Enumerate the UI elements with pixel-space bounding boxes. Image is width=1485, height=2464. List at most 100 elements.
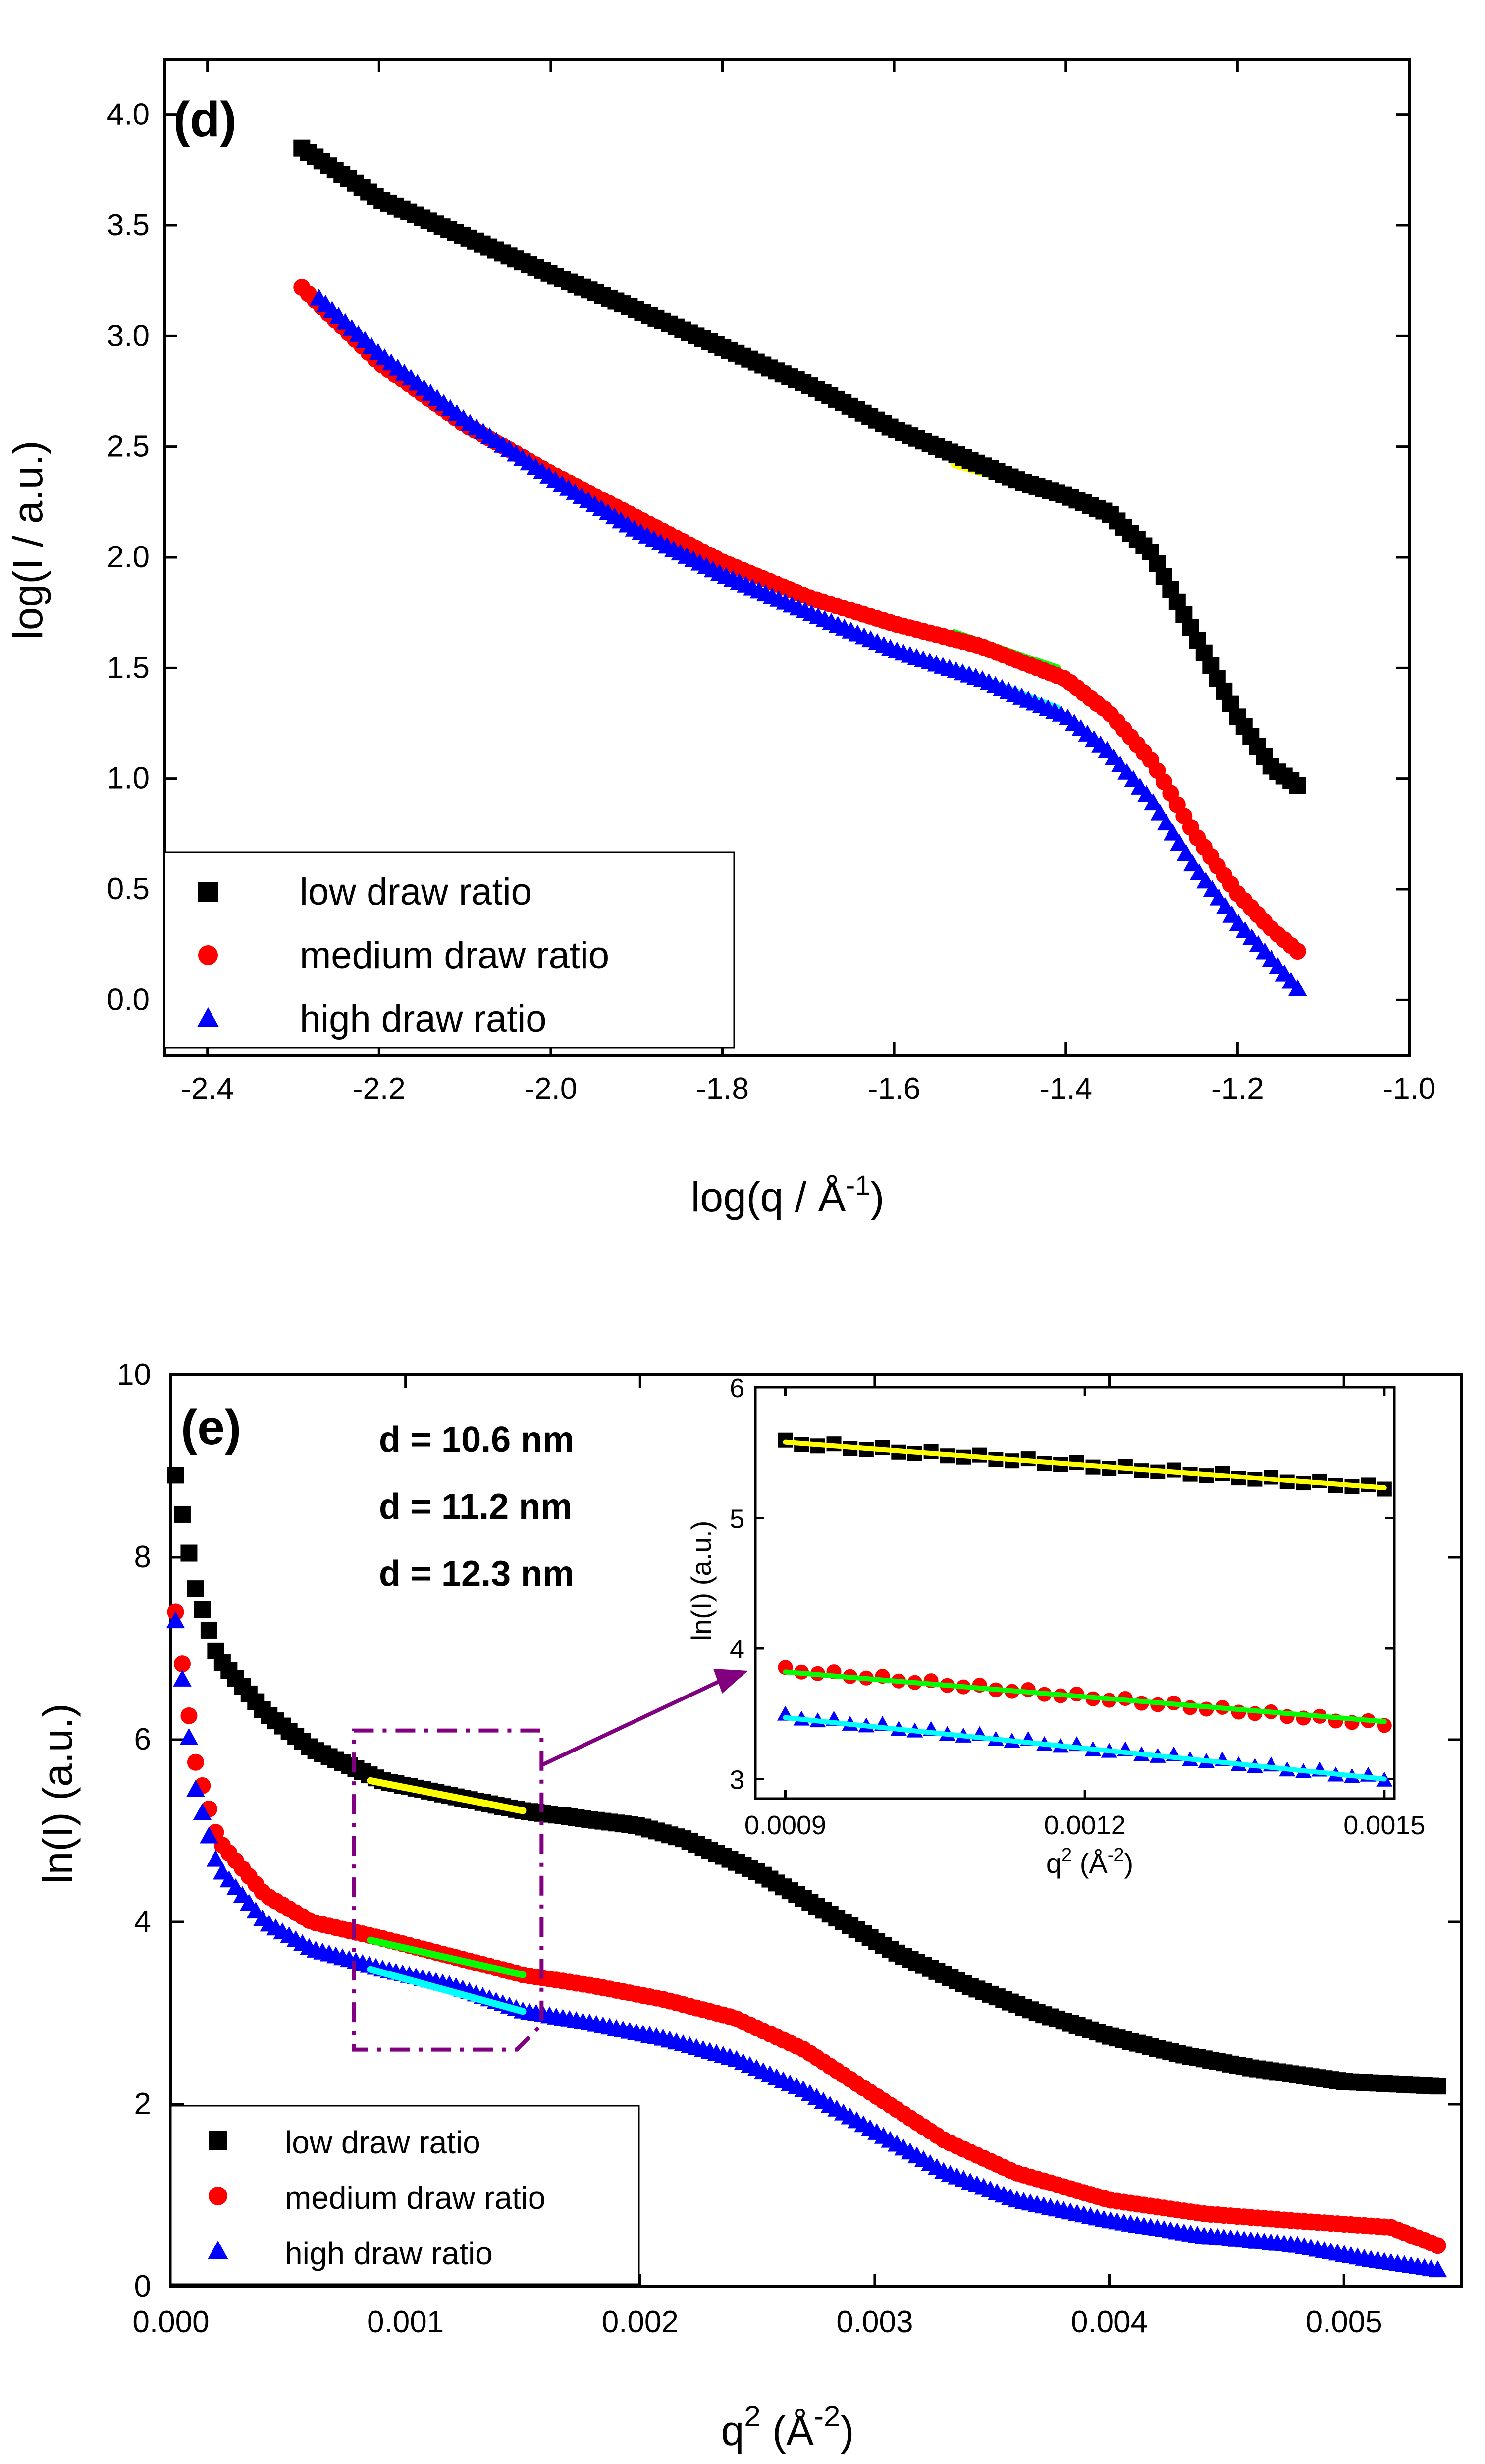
- legend-box-e: [170, 2105, 640, 2285]
- zoom-arrow-shaft: [540, 1675, 729, 1767]
- zoom-region-box: [352, 1728, 544, 2052]
- x-axis-title-d-sup: -1: [846, 1169, 871, 1201]
- d-point-triangle: [1170, 834, 1189, 851]
- e-legend-label: medium draw ratio: [285, 2180, 545, 2216]
- inset-x-tick-label: 0.0015: [1343, 1810, 1425, 1840]
- d-x-tick-label: -1.0: [1383, 1072, 1436, 1106]
- e-y-tick-label: 8: [134, 1540, 151, 1574]
- e-x-tick-label: 0.003: [836, 2305, 913, 2339]
- legend-d: low draw ratio medium draw ratio high draw…: [163, 851, 735, 1049]
- inset-y-axis-title: ln(I) (a.u.): [686, 1521, 717, 1641]
- e-point-triangle: [193, 1803, 212, 1820]
- inset-y-tick-label: 6: [730, 1373, 744, 1403]
- inset-x-axis-title-sup: 2: [1061, 1845, 1072, 1865]
- e-point-square: [1429, 2078, 1446, 2095]
- inset-x-axis-title: q2 (Å-2): [1046, 1845, 1133, 1879]
- inset-x-axis-title-sup2: -2: [1108, 1845, 1124, 1865]
- e-legend-label: high draw ratio: [285, 2236, 493, 2271]
- e-point-triangle: [166, 1611, 185, 1629]
- e-point-square: [200, 1621, 217, 1639]
- e-point-square: [167, 1467, 184, 1484]
- inset-fit-line: [783, 1439, 1387, 1490]
- inset-y-tick-label: 4: [730, 1635, 744, 1664]
- d-point-triangle: [1164, 823, 1182, 841]
- d-x-tick-label: -2.4: [181, 1072, 234, 1106]
- d-y-tick-label: 3.5: [107, 208, 150, 242]
- inset-frame: [754, 1386, 1396, 1800]
- e-y-tick-label: 6: [134, 1722, 151, 1756]
- x-axis-title-e-end: ): [840, 2408, 854, 2454]
- e-y-tick-label: 10: [117, 1358, 151, 1392]
- d-point-triangle: [1144, 793, 1163, 811]
- d-y-tick-label: 1.0: [107, 762, 150, 796]
- d-x-tick-label: -1.2: [1211, 1072, 1264, 1106]
- e-legend-marker-triangle: [208, 2240, 228, 2259]
- d-y-tick-label: 2.0: [107, 540, 150, 574]
- d-y-tick-label: 3.0: [107, 319, 150, 353]
- e-point-triangle: [173, 1669, 192, 1687]
- inset-fit-line: [783, 1669, 1387, 1724]
- y-axis-title-d: log(I / a.u.): [4, 440, 51, 640]
- e-point-circle: [180, 1707, 198, 1724]
- x-axis-title-e: q2 (Å-2): [721, 2400, 854, 2454]
- d-x-tick-label: -2.0: [524, 1072, 577, 1106]
- legend-box-d: [163, 851, 735, 1049]
- e-x-tick-label: 0.000: [132, 2305, 209, 2339]
- d-legend-marker-triangle: [197, 1007, 219, 1027]
- legend-e: low draw ratio medium draw ratio high draw…: [170, 2105, 640, 2285]
- d-legend-label: medium draw ratio: [300, 934, 609, 977]
- inset-plot: 0.0009 0.0012 0.0015 3 4 5 6 ln(I) (a.u.) q2 (…: [686, 1373, 1425, 1879]
- e-y-tick-label: 0: [134, 2269, 151, 2303]
- inset-x-axis-title-mid: (Å: [1072, 1848, 1108, 1879]
- d-point-triangle: [1176, 844, 1195, 861]
- d-legend-marker-square: [198, 882, 218, 902]
- inset-fit-lines: [783, 1439, 1387, 1782]
- e-point-circle: [173, 1655, 191, 1673]
- panel-label-d: (d): [173, 92, 237, 147]
- e-point-circle: [187, 1753, 204, 1771]
- e-point-circle: [1429, 2237, 1446, 2254]
- d-x-tick-label: -1.6: [868, 1072, 921, 1106]
- y-axis-title-e: ln(I) (a.u.): [34, 1703, 81, 1884]
- e-point-square: [194, 1601, 211, 1618]
- inset-y-tick-label: 3: [730, 1765, 744, 1795]
- inset-fit-line: [783, 1715, 1387, 1782]
- d-spacing-low: d = 10.6 nm: [379, 1420, 574, 1460]
- inset-x-tick-label: 0.0012: [1044, 1810, 1126, 1840]
- data-marks-e: [166, 1467, 1447, 2278]
- e-point-triangle: [186, 1780, 205, 1797]
- x-axis-title-e-sup: 2: [744, 2400, 760, 2433]
- axis-ticks-d: -2.4 -2.2 -2.0 -1.8 -1.6 -1.4 -1.2 -1.0 0.0 0.5 1.…: [107, 59, 1436, 1106]
- inset-x-axis-title-end: ): [1124, 1848, 1134, 1879]
- d-point-triangle: [1150, 803, 1169, 821]
- d-point-circle: [1289, 943, 1306, 960]
- x-axis-title-d: log(q / Å-1): [691, 1169, 885, 1220]
- d-x-tick-label: -1.8: [696, 1072, 749, 1106]
- fit-lines-e: [367, 1777, 527, 2015]
- e-point-square: [173, 1505, 191, 1523]
- e-legend-marker-circle: [209, 2187, 227, 2205]
- e-point-triangle: [179, 1728, 199, 1745]
- inset-x-axis-title-main: q: [1046, 1848, 1061, 1879]
- inset-y-tick-label: 5: [730, 1504, 744, 1533]
- d-y-tick-label: 4.0: [107, 98, 150, 132]
- d-y-tick-label: 0.5: [107, 872, 150, 906]
- e-point-square: [180, 1544, 198, 1562]
- d-spacing-high: d = 12.3 nm: [379, 1554, 574, 1593]
- inset-axis-ticks: 0.0009 0.0012 0.0015 3 4 5 6: [730, 1373, 1425, 1840]
- e-x-tick-label: 0.004: [1071, 2305, 1148, 2339]
- d-point-triangle: [1288, 979, 1307, 996]
- e-point-square: [187, 1580, 204, 1597]
- d-y-tick-label: 0.0: [107, 983, 150, 1017]
- axis-ticks-e: 0.000 0.001 0.002 0.003 0.004 0.005 0 2 4 6 8 10: [117, 1358, 1461, 2339]
- e-fit-line: [367, 1777, 527, 1814]
- e-x-tick-label: 0.002: [602, 2305, 679, 2339]
- d-y-tick-label: 2.5: [107, 430, 150, 464]
- d-point-triangle: [1157, 814, 1176, 831]
- d-x-tick-label: -1.4: [1039, 1072, 1092, 1106]
- x-axis-title-e-mid: (Å: [761, 2408, 814, 2454]
- plot-frame-e: [169, 1373, 1463, 2288]
- e-x-tick-label: 0.005: [1306, 2305, 1382, 2339]
- d-spacing-medium: d = 11.2 nm: [379, 1487, 572, 1527]
